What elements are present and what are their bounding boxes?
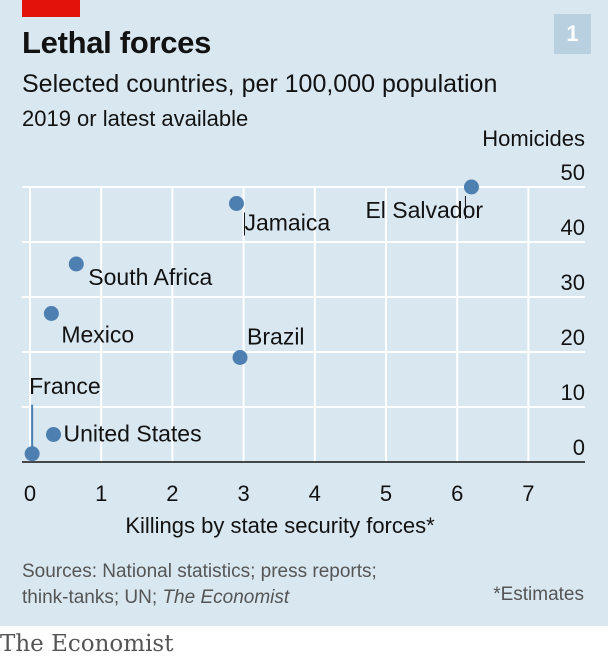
point-label: South Africa [88, 264, 212, 290]
data-point [232, 350, 248, 365]
point-label: El Salvador [365, 197, 483, 223]
x-tick-label: 3 [237, 481, 249, 506]
estimates-note: *Estimates [493, 584, 584, 605]
data-point [68, 256, 84, 272]
chart-note: 2019 or latest available [22, 106, 249, 131]
x-tick-label: 0 [24, 481, 36, 506]
sources-line-2: think-tanks; UN; The Economist [22, 585, 377, 611]
data-point [43, 306, 59, 321]
point-label: Mexico [61, 322, 134, 348]
point-label: United States [63, 421, 201, 447]
point-label: France [29, 373, 101, 399]
y-axis-label: Homicides [482, 126, 585, 151]
brand-red-bar [22, 0, 80, 17]
x-tick-label: 1 [95, 481, 107, 506]
x-tick-label: 7 [522, 481, 534, 506]
y-tick-label: 20 [561, 325, 585, 350]
y-tick-label: 40 [561, 215, 585, 240]
y-tick-label: 10 [561, 380, 585, 405]
sources-line-2-text: think-tanks; UN; [22, 587, 163, 608]
scatter-chart: 0 10 20 30 40 50 0 1 2 3 4 5 6 7 El Salvador Jamaica Sou… [22, 126, 585, 538]
sources-line-1: Sources: National statistics; press repo… [22, 561, 377, 582]
chart-marks: 0 10 20 30 40 50 0 1 2 3 4 5 6 7 El Salvador Jamaica Sou… [22, 160, 585, 506]
data-point [228, 196, 244, 211]
x-tick-label: 4 [309, 481, 321, 506]
x-axis-label: Killings by state security forces* [125, 513, 435, 538]
chart-subtitle: Selected countries, per 100,000 populati… [22, 70, 498, 98]
y-tick-label: 0 [573, 435, 585, 460]
y-tick-label: 30 [561, 270, 585, 295]
sources-economist: The Economist [162, 587, 290, 608]
sources-note: Sources: National statistics; press repo… [22, 559, 377, 611]
chart-number-badge: 1 [554, 14, 591, 54]
chart-title: Lethal forces [22, 25, 212, 60]
data-point [24, 446, 40, 462]
point-label: Brazil [247, 324, 305, 350]
x-tick-label: 6 [451, 481, 463, 506]
point-label: Jamaica [244, 210, 330, 236]
economist-brand: The Economist [0, 631, 174, 657]
y-tick-label: 50 [561, 160, 585, 185]
grid-lines [22, 186, 585, 462]
data-point [45, 427, 61, 442]
x-tick-label: 5 [380, 481, 392, 506]
x-tick-label: 2 [166, 481, 178, 506]
data-point [463, 179, 479, 195]
